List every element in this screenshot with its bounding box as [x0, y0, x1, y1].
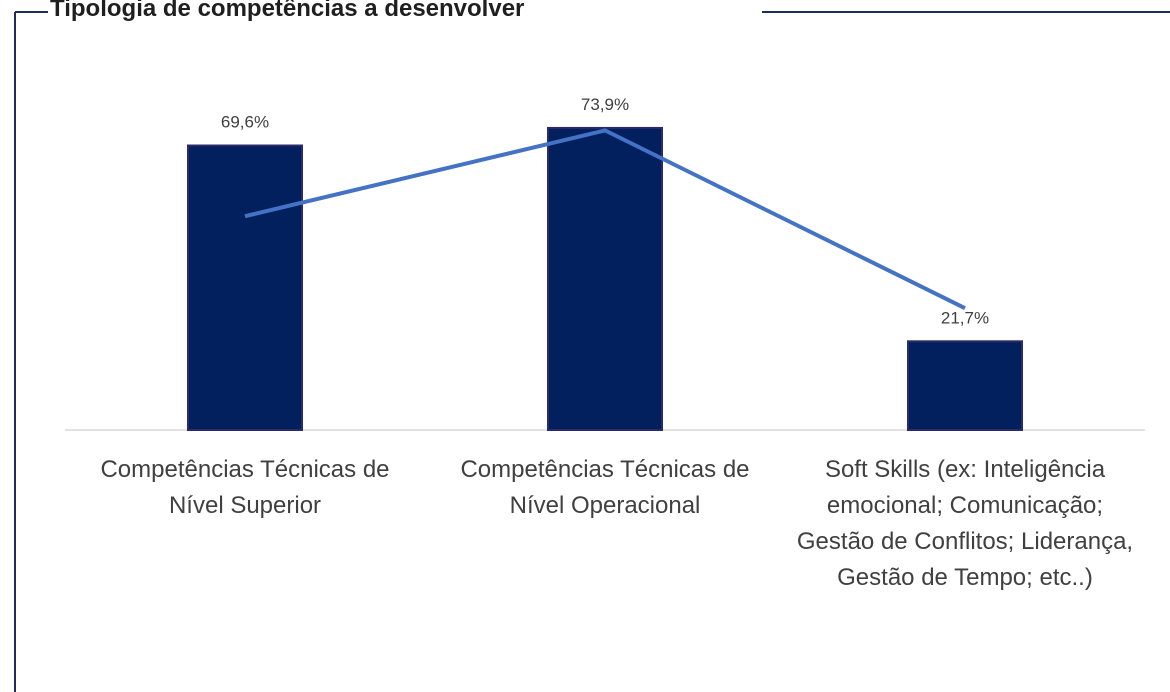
line: [244, 128, 966, 310]
x-tick-label: Competências Técnicas de Nível Superior: [100, 456, 390, 519]
data-label: 69,6%: [221, 113, 269, 132]
x-tick-label: Competências Técnicas de Nível Operacion…: [460, 456, 750, 519]
data-label: 21,7%: [941, 308, 989, 327]
x-tick-label: Soft Skills (ex: Inteligência emocional;…: [796, 456, 1134, 591]
bar: [187, 144, 303, 431]
bar: [907, 340, 1023, 431]
chart-title: Tipologia de competências a desenvolver: [50, 0, 524, 22]
bar: [547, 126, 663, 431]
data-label: 73,9%: [581, 95, 629, 114]
